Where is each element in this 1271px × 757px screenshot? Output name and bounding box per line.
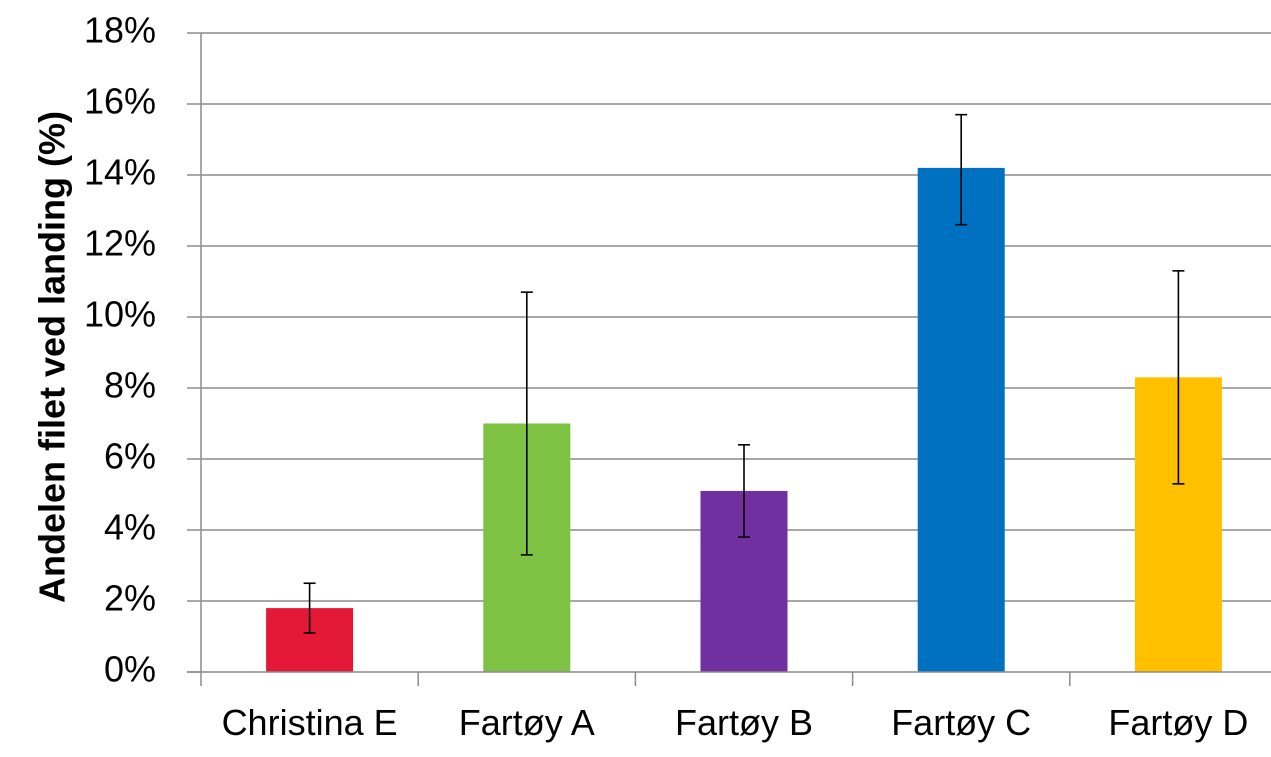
error-bar xyxy=(520,291,533,556)
x-axis-ticks: Christina E Fartøy A Fartøy B Fartøy C Fartø… xyxy=(200,672,1248,743)
x-tick-label: Fartøy B xyxy=(675,702,813,743)
bar-fart-y-c xyxy=(917,167,1005,672)
y-tick-label: 0% xyxy=(104,649,156,690)
y-tick-label: 18% xyxy=(84,10,156,51)
error-bar xyxy=(738,443,750,538)
error-bars xyxy=(303,113,1185,634)
x-tick-label: Christina E xyxy=(222,702,398,743)
bars xyxy=(266,167,1222,672)
gridlines xyxy=(201,32,1271,602)
y-tick-label: 4% xyxy=(104,507,156,548)
y-axis-title: Andelen filet ved landing (%) xyxy=(32,111,73,603)
y-tick-label: 6% xyxy=(104,436,156,477)
y-tick-label: 12% xyxy=(84,223,156,264)
x-tick-label: Fartøy C xyxy=(891,702,1031,743)
x-tick-label: Fartøy A xyxy=(459,702,595,743)
error-bar xyxy=(1172,270,1185,485)
error-bar xyxy=(955,113,968,226)
y-axis-ticks: 0% 2% 4% 6% 8% 10% 12% 14% 16% 18% xyxy=(84,10,201,690)
error-bar xyxy=(303,582,316,634)
y-tick-label: 16% xyxy=(84,81,156,122)
axes xyxy=(187,33,1271,673)
x-tick-label: Fartøy D xyxy=(1108,702,1248,743)
y-tick-label: 8% xyxy=(104,365,156,406)
y-tick-label: 10% xyxy=(84,294,156,335)
y-tick-label: 14% xyxy=(84,152,156,193)
y-tick-label: 2% xyxy=(104,578,156,619)
